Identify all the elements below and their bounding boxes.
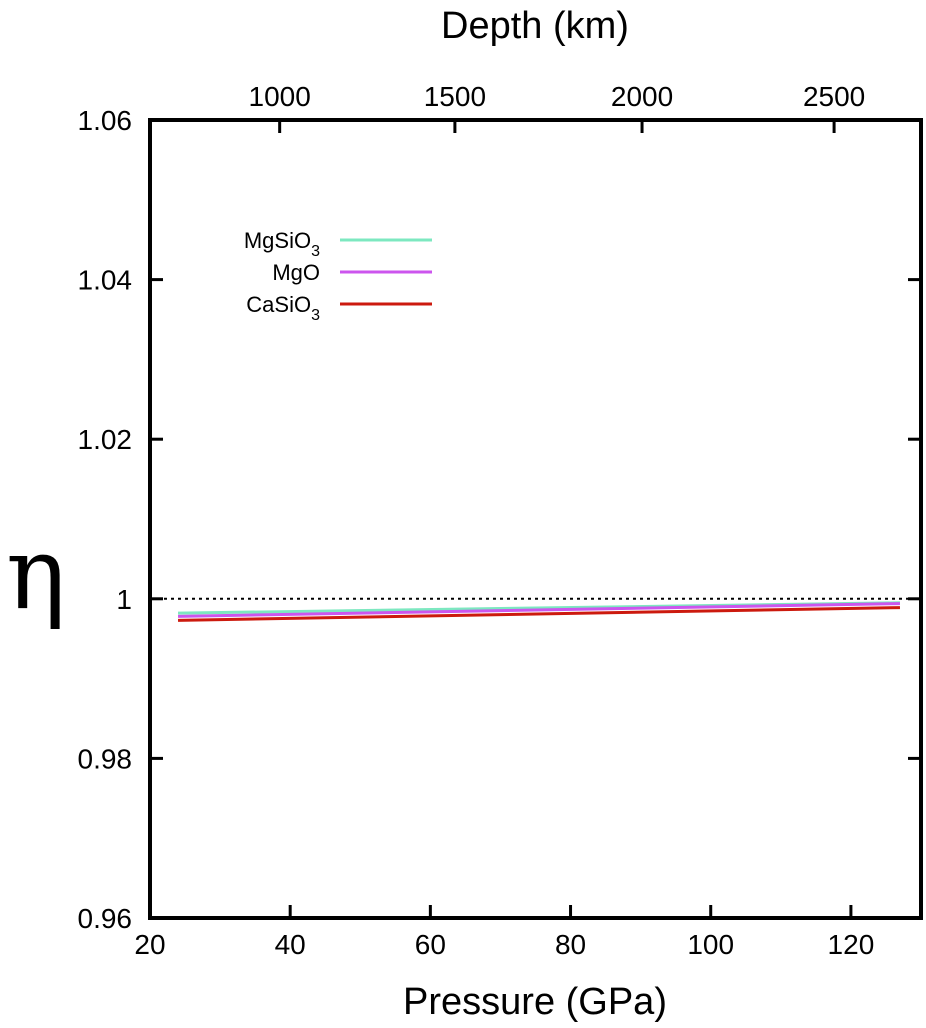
y-axis-title: η: [6, 515, 66, 632]
series-line: [178, 602, 900, 618]
legend-label: MgSiO3: [244, 228, 320, 260]
y-tick-label: 0.96: [78, 903, 133, 934]
x-tick-label: 40: [275, 929, 306, 960]
axis-ticks: 20 40 60 80 100 120 1000 1500 2000 2500 0.96 0.98 1 1…: [78, 81, 921, 960]
top-tick-label: 1500: [424, 81, 486, 112]
y-tick-label: 1: [116, 584, 132, 615]
series-line: [178, 606, 900, 622]
plot-frame: [148, 118, 923, 920]
legend-label: MgO: [272, 260, 320, 285]
x-tick-label: 60: [415, 929, 446, 960]
y-tick-label: 1.04: [78, 265, 133, 296]
y-tick-label: 0.98: [78, 743, 133, 774]
y-tick-label: 1.06: [78, 105, 133, 136]
top-tick-label: 2000: [611, 81, 673, 112]
x-axis-title: Pressure (GPa): [403, 981, 667, 1023]
legend-label: CaSiO3: [246, 292, 320, 324]
x-tick-label: 20: [134, 929, 165, 960]
x-tick-label: 100: [687, 929, 734, 960]
y-tick-label: 1.02: [78, 424, 133, 455]
x-tick-label: 80: [555, 929, 586, 960]
x-tick-label: 120: [828, 929, 875, 960]
chart-marks: [150, 597, 921, 622]
top-tick-label: 1000: [249, 81, 311, 112]
top-axis-title: Depth (km): [441, 5, 629, 47]
top-tick-label: 2500: [803, 81, 865, 112]
